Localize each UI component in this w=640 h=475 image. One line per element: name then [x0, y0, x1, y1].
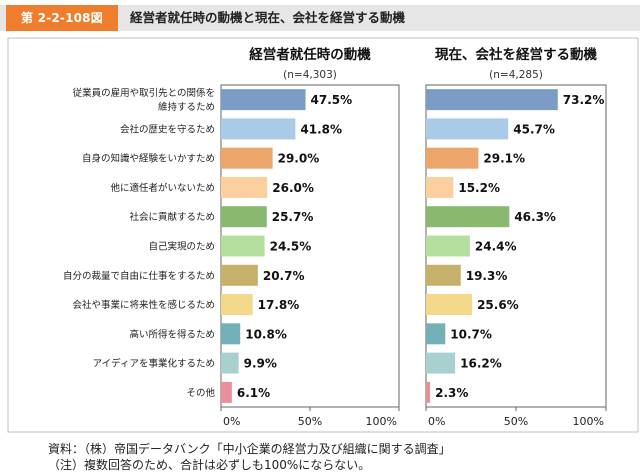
sample-size-1: (n=4,285) [489, 69, 543, 81]
x-tick-label-0-1: 50% [298, 415, 322, 428]
category-label-2: 自身の知識や経験をいかすため [82, 153, 215, 165]
value-label-1-8: 10.7% [450, 327, 492, 341]
footnote: （注）複数回答のため、合計は必ずしも100%にならない。 [48, 458, 371, 472]
bar-0-0 [221, 89, 306, 111]
bar-1-0 [426, 89, 558, 111]
value-label-1-2: 29.1% [483, 152, 525, 166]
category-label-5: 自己実現のため [148, 241, 215, 253]
category-label-9: アイディアを事業化するため [93, 358, 215, 370]
value-label-1-7: 25.6% [477, 298, 519, 312]
bar-0-10 [221, 381, 232, 403]
bar-1-7 [426, 294, 473, 316]
value-label-0-5: 24.5% [270, 240, 312, 254]
bar-0-2 [221, 147, 273, 169]
value-label-0-2: 29.0% [278, 152, 320, 166]
bar-0-1 [221, 118, 296, 140]
value-label-0-7: 17.8% [258, 298, 300, 312]
bar-0-5 [221, 235, 265, 257]
value-label-0-0: 47.5% [311, 93, 353, 107]
x-tick-label-0-0: 0% [223, 415, 240, 428]
x-tick-label-1-2: 100% [573, 415, 604, 428]
value-label-1-0: 73.2% [563, 93, 605, 107]
value-label-0-8: 10.8% [245, 327, 287, 341]
bar-0-8 [221, 323, 241, 345]
value-label-1-1: 45.7% [513, 122, 555, 136]
bar-0-3 [221, 176, 268, 198]
value-label-0-1: 41.8% [300, 122, 342, 136]
bar-1-10 [426, 381, 431, 403]
panel-title-0: 経営者就任時の動機 [249, 46, 371, 63]
x-tick-label-1-0: 0% [428, 415, 445, 428]
value-label-0-10: 6.1% [237, 386, 270, 400]
figure-number: 第 2-2-108図 [6, 5, 118, 31]
category-label-10: その他 [186, 387, 215, 399]
value-label-1-4: 46.3% [514, 210, 556, 224]
value-label-0-3: 26.0% [272, 181, 314, 195]
category-label-0-1: 維持するため [158, 101, 215, 113]
chart-frame [7, 37, 639, 433]
value-label-1-5: 24.4% [475, 240, 517, 254]
bar-0-4 [221, 206, 267, 228]
figure-title: 経営者就任時の動機と現在、会社を経営する動機 [130, 10, 406, 25]
category-label-1: 会社の歴史を守るため [120, 123, 215, 135]
bar-1-9 [426, 352, 456, 374]
value-label-1-10: 2.3% [435, 386, 468, 400]
bar-0-7 [221, 294, 253, 316]
bar-1-4 [426, 206, 510, 228]
bar-1-1 [426, 118, 509, 140]
value-label-1-6: 19.3% [466, 269, 508, 283]
panel-title-1: 現在、会社を経営する動機 [435, 46, 597, 63]
source-note: 資料：（株）帝国データバンク「中小企業の経営力及び組織に関する調査」 [48, 442, 451, 456]
sample-size-0: (n=4,303) [283, 69, 337, 81]
figure-header: 第 2-2-108図 経営者就任時の動機と現在、会社を経営する動機 [0, 5, 640, 31]
category-label-6: 自分の裁量で自由に仕事をするため [63, 270, 215, 282]
bar-0-6 [221, 264, 258, 286]
bar-1-5 [426, 235, 470, 257]
value-label-0-4: 25.7% [272, 210, 314, 224]
bar-1-6 [426, 264, 461, 286]
value-label-0-9: 9.9% [244, 357, 277, 371]
value-label-1-3: 15.2% [458, 181, 500, 195]
bar-1-2 [426, 147, 479, 169]
bar-1-8 [426, 323, 446, 345]
value-label-1-9: 16.2% [460, 357, 502, 371]
x-tick-label-1-1: 50% [504, 415, 528, 428]
category-label-4: 社会に貢献するため [129, 211, 215, 223]
x-tick-label-0-2: 100% [366, 415, 397, 428]
bar-1-3 [426, 176, 454, 198]
value-label-0-6: 20.7% [263, 269, 305, 283]
bar-0-9 [221, 352, 239, 374]
category-label-8: 高い所得を得るため [129, 328, 215, 340]
category-label-3: 他に適任者がいないため [110, 182, 215, 194]
category-label-7: 会社や事業に将来性を感じるため [72, 299, 215, 311]
category-label-0-0: 従業員の雇用や取引先との関係を [73, 87, 215, 99]
